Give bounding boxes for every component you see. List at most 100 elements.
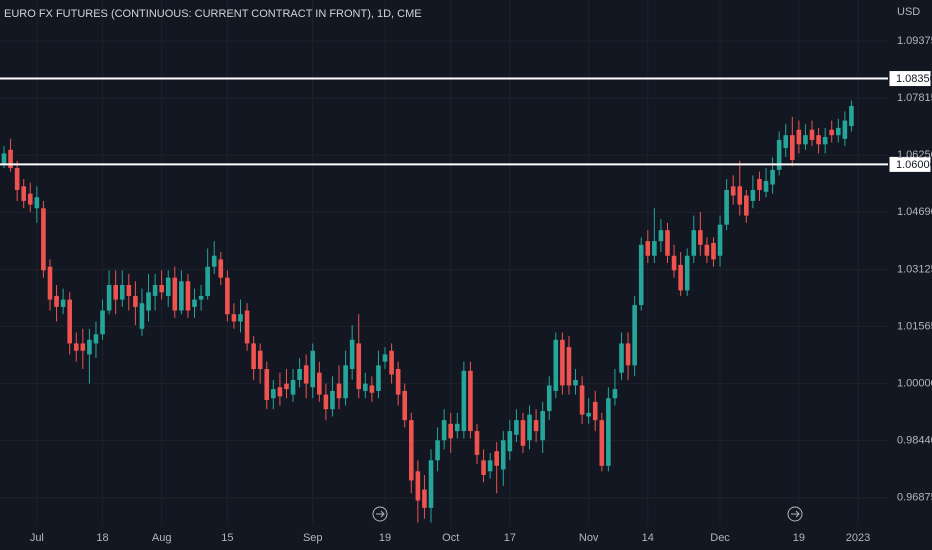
candle-body (606, 398, 611, 466)
candle-body (704, 244, 710, 256)
candle-body (711, 242, 716, 260)
candle-body (665, 230, 670, 256)
candle-body (119, 284, 125, 300)
x-tick-label: 18 (96, 532, 108, 544)
candle-body (106, 284, 112, 311)
x-tick-label: 14 (642, 532, 654, 544)
candle-body (8, 149, 13, 169)
candle-body (238, 314, 243, 322)
candle-body (448, 423, 454, 439)
candle-body (842, 120, 848, 139)
candle-body (415, 471, 421, 501)
candle-body (849, 105, 854, 127)
candle-body (560, 339, 565, 386)
candle-body (822, 137, 828, 145)
y-tick-label: 1.00000 (897, 378, 932, 390)
candle-body (231, 314, 237, 322)
candle-body (573, 379, 578, 386)
event-icon-circle (372, 506, 388, 522)
candle-body (737, 186, 743, 205)
candle-body (763, 180, 769, 192)
candle-body (408, 420, 414, 481)
price-label: 1.06000 (896, 159, 932, 171)
x-tick-label: Sep (303, 532, 323, 544)
candle-body (803, 135, 808, 145)
candle-body (527, 414, 532, 441)
candle-body (382, 354, 388, 362)
event-icon-arrow (376, 510, 385, 518)
candle-body (553, 339, 559, 391)
candle-body (546, 385, 552, 412)
candle-body (507, 431, 513, 452)
candle-body (678, 264, 683, 291)
candle-body (336, 383, 342, 399)
candle-body (218, 259, 224, 278)
candle-body (494, 451, 499, 466)
candle-body (395, 368, 401, 395)
candle-body (638, 244, 644, 306)
candle-body (658, 230, 664, 242)
candle-body (487, 460, 493, 472)
event-icon[interactable] (787, 506, 803, 522)
candle-body (225, 277, 230, 315)
candle-body (586, 412, 591, 417)
candle-body (290, 379, 296, 395)
candle-body (133, 295, 138, 307)
candle-body (540, 411, 545, 441)
candle-body (428, 460, 434, 508)
price-label-box (888, 70, 932, 88)
candle-body (1, 153, 7, 165)
candle-body (592, 401, 598, 421)
candle-body (251, 343, 256, 369)
candle-body (363, 383, 368, 391)
candle-body (34, 197, 40, 209)
candle-body (27, 193, 33, 205)
x-tick-label: Nov (579, 532, 599, 544)
candle-body (310, 350, 316, 388)
candle-body (514, 420, 519, 435)
candle-body (323, 394, 329, 410)
candle-body (389, 350, 394, 375)
candle-body (744, 195, 749, 216)
candle-body (356, 343, 362, 390)
candle-body (165, 277, 171, 296)
candle-body (645, 241, 651, 256)
candle-body (481, 460, 486, 475)
candle-body (211, 255, 217, 267)
candle-body (179, 281, 184, 311)
candle-body (691, 230, 697, 256)
candle-body (790, 135, 795, 161)
candle-body (816, 135, 821, 145)
grid (0, 0, 888, 525)
candle-body (566, 347, 572, 386)
candle-body (192, 299, 197, 307)
candle-body (468, 370, 473, 432)
y-tick-label: 1.04690 (897, 206, 932, 218)
candle-body (376, 365, 381, 391)
candle-body (698, 230, 703, 245)
candle-body (717, 224, 723, 256)
candle-body (277, 387, 283, 397)
candle-body (684, 255, 690, 291)
candle-body (770, 169, 775, 185)
event-icon[interactable] (372, 506, 388, 522)
y-tick-label: 1.03125 (897, 263, 932, 275)
x-tick-label: Oct (442, 532, 459, 544)
candle-body (625, 343, 631, 366)
candle-body (632, 305, 637, 366)
candle-body (724, 189, 729, 225)
candle-body (80, 343, 86, 351)
event-icon-circle (787, 506, 803, 522)
candle-body (198, 295, 204, 300)
candle-body (317, 372, 322, 395)
x-tick-label: Jul (30, 532, 44, 544)
candle-body (579, 385, 585, 415)
y-tick-label: 0.96875 (897, 492, 932, 504)
candle-body (264, 368, 270, 401)
candle-body (461, 370, 467, 432)
candle-body (500, 440, 506, 470)
candle-body (671, 255, 677, 271)
x-tick-label: 19 (793, 532, 805, 544)
candle-body (21, 186, 27, 201)
